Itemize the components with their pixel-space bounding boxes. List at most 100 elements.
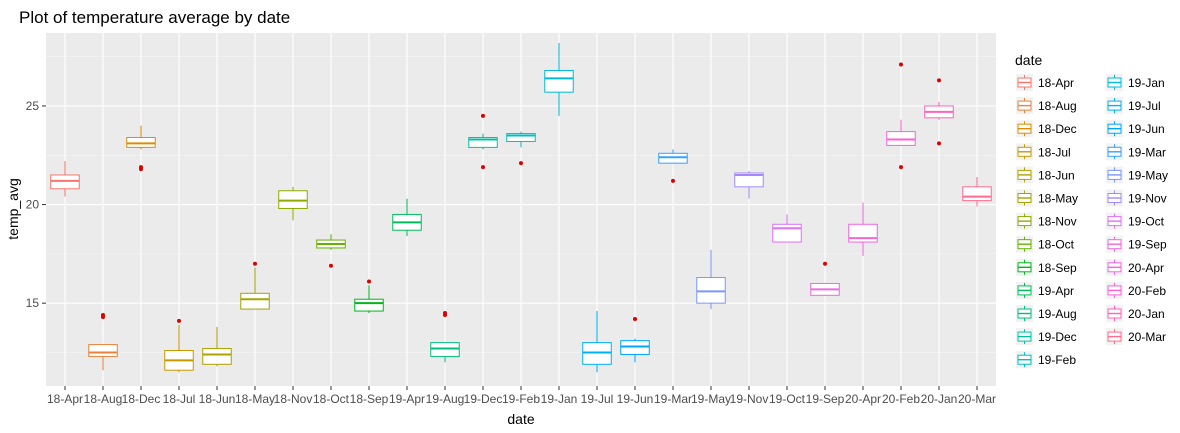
x-tick-label: 19-Nov [730, 392, 769, 406]
box-iqr [734, 172, 764, 188]
box-19-Mar [658, 149, 688, 183]
box-19-Aug [430, 311, 460, 363]
box-19-Jan [544, 42, 574, 116]
x-tick-label: 19-Aug [426, 392, 465, 406]
box-iqr [848, 223, 878, 243]
box-19-Dec [468, 113, 498, 170]
box-iqr [468, 137, 498, 148]
legend-item-19-Jul: 19-Jul [1106, 97, 1161, 115]
legend-item-20-Jan: 20-Jan [1106, 305, 1165, 322]
legend-item-19-Jan: 19-Jan [1106, 74, 1165, 91]
outlier-point [443, 311, 447, 316]
legend-label: 19-May [1128, 168, 1168, 182]
outlier-point [671, 178, 675, 183]
x-tick-label: 19-Feb [502, 392, 540, 406]
box-20-Feb [886, 62, 916, 170]
box-19-Feb [506, 131, 536, 166]
x-tick-label: 20-Jan [921, 392, 958, 406]
legend-item-19-Feb: 19-Feb [1016, 351, 1076, 369]
x-tick-label: 20-Mar [958, 392, 996, 406]
box-18-Oct [316, 234, 346, 268]
outlier-point [481, 165, 485, 170]
legend-label: 19-Apr [1038, 284, 1074, 298]
legend-item-19-Apr: 19-Apr [1016, 281, 1074, 299]
box-20-Apr [848, 202, 878, 256]
box-20-Mar [962, 176, 992, 207]
box-18-Apr [50, 161, 80, 197]
x-tick-label: 18-Sep [350, 392, 389, 406]
legend-label: 18-Aug [1038, 99, 1077, 113]
legend-item-18-Aug: 18-Aug [1016, 97, 1077, 115]
legend-label: 19-Aug [1038, 307, 1077, 321]
box-18-Sep [354, 279, 384, 314]
box-18-Nov [278, 186, 308, 221]
x-tick-label: 19-May [691, 392, 731, 406]
legend-label: 18-Nov [1038, 215, 1077, 229]
box-19-Sep [810, 261, 840, 296]
legend-label: 19-Feb [1038, 353, 1076, 367]
legend-item-19-Sep: 19-Sep [1106, 235, 1167, 253]
legend-label: 20-Jan [1128, 307, 1165, 321]
box-19-Nov [734, 171, 764, 199]
legend-item-20-Apr: 20-Apr [1106, 258, 1164, 276]
box-iqr [88, 344, 118, 357]
x-tick-label: 18-Dec [122, 392, 161, 406]
legend-item-19-Dec: 19-Dec [1016, 328, 1077, 346]
legend-label: 19-Oct [1128, 215, 1165, 229]
box-18-Dec [126, 125, 156, 172]
box-20-Jan [924, 78, 954, 146]
legend-label: 18-Jul [1038, 145, 1071, 159]
box-iqr [354, 298, 384, 312]
x-tick-label: 19-Jun [617, 392, 654, 406]
box-iqr [544, 69, 574, 93]
legend-item-19-Nov: 19-Nov [1106, 189, 1167, 207]
legend-item-18-Nov: 18-Nov [1016, 212, 1077, 230]
box-18-Jul [164, 318, 194, 373]
legend-label: 20-Mar [1128, 330, 1166, 344]
box-18-May [240, 261, 270, 310]
x-tick-label: 19-Dec [464, 392, 503, 406]
legend-label: 18-Sep [1038, 261, 1077, 275]
legend-label: 19-Jun [1128, 122, 1165, 136]
legend-label: 18-May [1038, 192, 1078, 206]
box-iqr [202, 348, 232, 365]
legend-label: 19-Jul [1128, 99, 1161, 113]
box-19-Apr [392, 198, 422, 237]
outlier-point [937, 78, 941, 83]
legend-item-18-Dec: 18-Dec [1016, 120, 1077, 138]
legend-label: 19-Dec [1038, 330, 1077, 344]
legend-label: 19-Nov [1128, 192, 1167, 206]
legend-label: 18-Dec [1038, 122, 1077, 136]
y-tick-label: 25 [26, 99, 40, 113]
x-tick-label: 19-Jan [541, 392, 578, 406]
box-iqr [240, 292, 270, 310]
box-iqr [962, 186, 992, 202]
x-tick-label: 18-Jul [163, 392, 196, 406]
x-tick-label: 18-Jun [199, 392, 236, 406]
x-axis-title: date [507, 411, 534, 427]
legend-label: 18-Jun [1038, 168, 1075, 182]
legend-item-18-Sep: 18-Sep [1016, 258, 1077, 276]
x-tick-label: 18-Aug [84, 392, 123, 406]
outlier-point [481, 113, 485, 118]
legend-item-18-Jun: 18-Jun [1016, 166, 1075, 184]
outlier-point [367, 279, 371, 284]
legend-item-19-May: 19-May [1106, 166, 1168, 184]
x-tick-label: 19-Jul [581, 392, 614, 406]
outlier-point [899, 62, 903, 67]
legend-label: 19-Mar [1128, 145, 1166, 159]
box-layer [50, 42, 992, 373]
x-tick-label: 19-Mar [654, 392, 692, 406]
box-19-Jul [582, 311, 612, 373]
box-19-Oct [772, 214, 802, 243]
x-tick-label: 19-Oct [769, 392, 806, 406]
x-tick-label: 18-Oct [313, 392, 350, 406]
x-tick-label: 18-Nov [274, 392, 313, 406]
chart-title: Plot of temperature average by date [19, 8, 290, 27]
legend-title: date [1015, 52, 1042, 68]
legend-item-19-Oct: 19-Oct [1106, 212, 1165, 230]
legend-label: 20-Feb [1128, 284, 1166, 298]
outlier-point [101, 313, 105, 318]
outlier-point [253, 261, 257, 266]
